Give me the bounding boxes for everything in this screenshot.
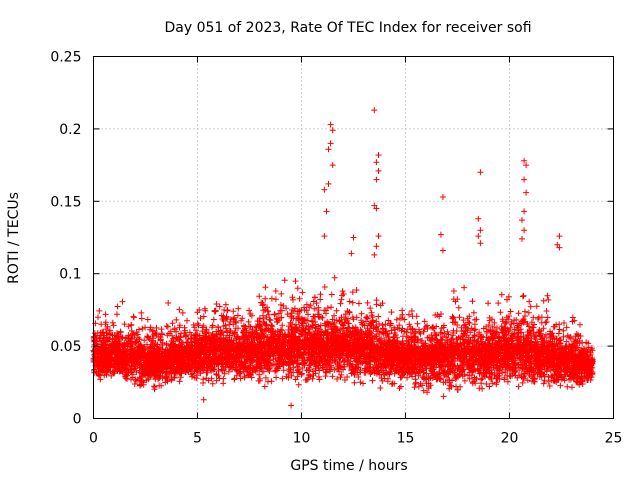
roti-points <box>90 107 596 409</box>
y-tick-label: 0.05 <box>50 339 81 355</box>
y-tick-label: 0 <box>73 412 82 428</box>
y-tick-label: 0.2 <box>59 122 81 138</box>
chart-title: Day 051 of 2023, Rate Of TEC Index for r… <box>164 20 531 36</box>
data-points <box>90 107 596 409</box>
plot-frame <box>93 56 614 419</box>
y-tick-label: 0.15 <box>50 194 81 210</box>
axis-ticks: 0 5 10 15 20 25 0 0.05 0.1 0.15 0.2 0.25 <box>50 50 622 447</box>
x-tick-label: 0 <box>89 431 98 447</box>
x-tick-label: 15 <box>397 431 415 447</box>
x-tick-label: 10 <box>293 431 311 447</box>
grid-layer <box>93 56 614 419</box>
x-tick-label: 5 <box>193 431 202 447</box>
x-axis-label: GPS time / hours <box>290 458 407 474</box>
y-axis-label: ROTI / TECUs <box>6 192 22 284</box>
x-tick-label: 20 <box>501 431 519 447</box>
y-tick-label: 0.1 <box>59 267 81 283</box>
x-tick-label: 25 <box>605 431 623 447</box>
y-tick-label: 0.25 <box>50 50 81 66</box>
